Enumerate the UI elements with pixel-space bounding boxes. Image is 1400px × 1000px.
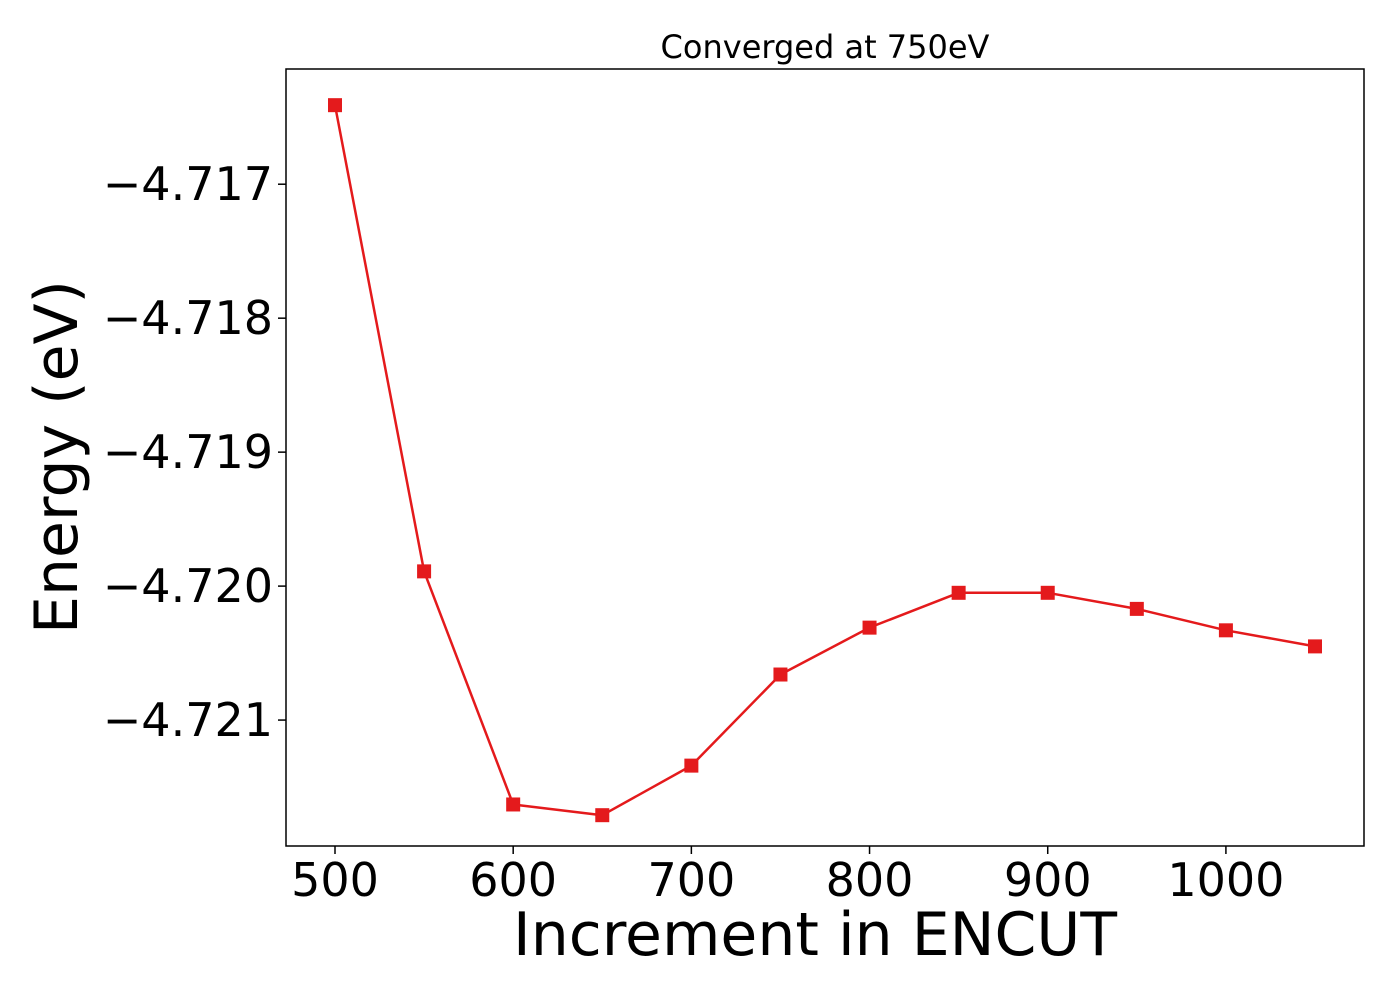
data-point-marker <box>328 98 342 113</box>
plot-frame <box>285 68 1365 847</box>
data-point-marker <box>684 758 699 773</box>
data-point-marker <box>417 564 432 579</box>
data-point-marker <box>506 797 521 812</box>
chart-title: Converged at 750eV <box>661 28 990 66</box>
y-tick-label: −4.720 <box>103 559 273 613</box>
y-tick-label: −4.718 <box>103 291 273 345</box>
data-point-marker <box>1129 601 1144 616</box>
x-tick-label: 900 <box>1004 853 1092 907</box>
x-tick-label: 500 <box>291 853 379 907</box>
x-axis-label: Increment in ENCUT <box>513 900 1117 970</box>
y-tick-label: −4.717 <box>103 157 273 211</box>
data-point-marker <box>1308 639 1322 654</box>
y-axis-label: Energy (eV) <box>22 280 92 634</box>
series-line <box>333 104 1316 817</box>
data-point-marker <box>862 620 877 635</box>
x-axis: 500 600 700 800 900 1000 <box>291 846 1284 907</box>
data-point-marker <box>595 808 610 823</box>
y-tick-label: −4.719 <box>103 425 273 479</box>
data-point-marker <box>1040 585 1055 600</box>
y-axis: −4.721 −4.720 −4.719 −4.718 −4.717 <box>103 157 286 747</box>
x-tick-label: 1000 <box>1167 853 1284 907</box>
data-point-marker <box>951 585 966 600</box>
data-point-marker <box>1218 623 1233 638</box>
x-tick-label: 800 <box>826 853 914 907</box>
data-point-marker <box>773 667 788 682</box>
y-tick-label: −4.721 <box>103 693 273 747</box>
x-tick-label: 700 <box>647 853 735 907</box>
plot-area <box>328 98 1322 823</box>
x-tick-label: 600 <box>469 853 557 907</box>
